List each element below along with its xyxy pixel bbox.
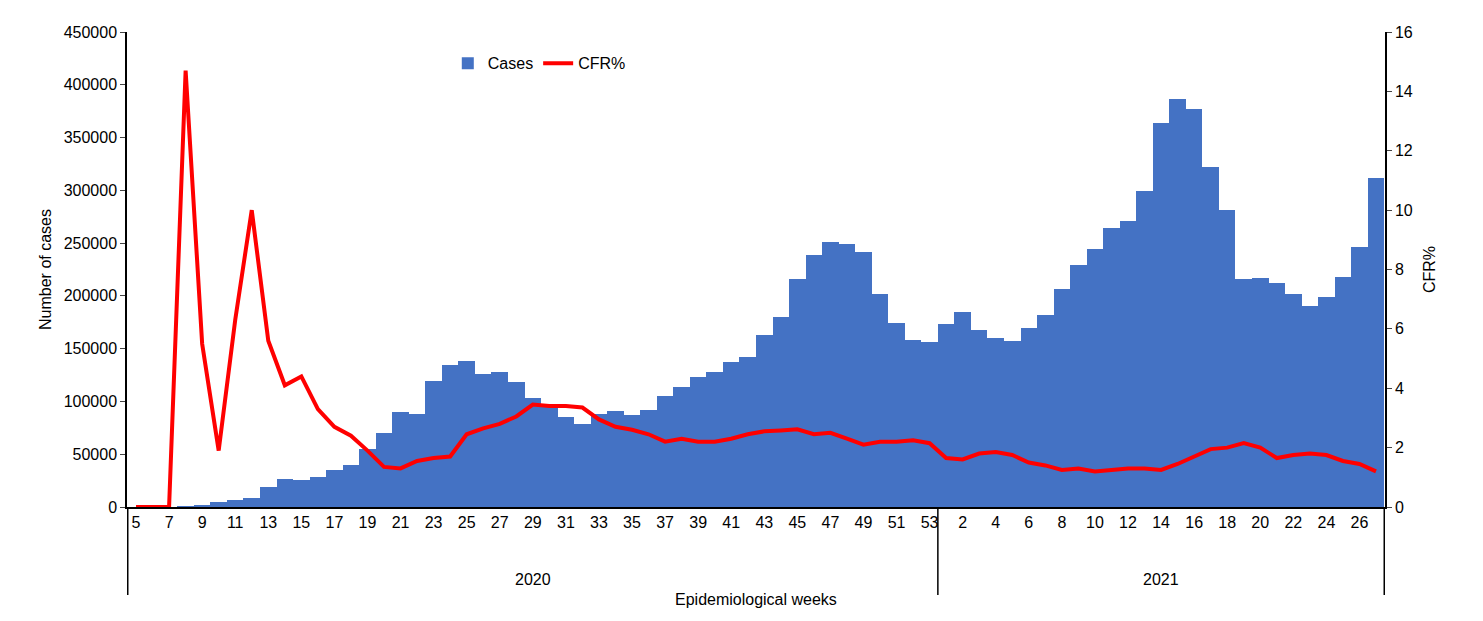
svg-text:Number of cases: Number of cases	[37, 209, 54, 330]
svg-text:8: 8	[1057, 514, 1066, 531]
svg-text:27: 27	[491, 514, 509, 531]
svg-text:9: 9	[198, 514, 207, 531]
svg-text:16: 16	[1395, 24, 1413, 41]
svg-text:0: 0	[108, 499, 117, 516]
svg-text:100000: 100000	[64, 393, 117, 410]
svg-text:350000: 350000	[64, 129, 117, 146]
svg-text:37: 37	[656, 514, 674, 531]
svg-text:2: 2	[958, 514, 967, 531]
svg-text:Cases: Cases	[488, 55, 533, 72]
svg-text:11: 11	[227, 514, 244, 531]
svg-text:450000: 450000	[64, 24, 117, 41]
svg-text:17: 17	[326, 514, 344, 531]
svg-text:14: 14	[1395, 83, 1413, 100]
svg-text:4: 4	[1395, 380, 1404, 397]
svg-text:0: 0	[1395, 499, 1404, 516]
svg-text:10: 10	[1395, 202, 1413, 219]
svg-text:300000: 300000	[64, 182, 117, 199]
svg-text:2: 2	[1395, 439, 1404, 456]
svg-text:2021: 2021	[1143, 571, 1179, 588]
svg-text:Epidemiological weeks: Epidemiological weeks	[675, 591, 837, 608]
svg-text:6: 6	[1024, 514, 1033, 531]
svg-text:15: 15	[292, 514, 310, 531]
svg-text:45: 45	[788, 514, 806, 531]
svg-text:13: 13	[259, 514, 277, 531]
svg-text:20: 20	[1251, 514, 1269, 531]
svg-text:22: 22	[1284, 514, 1302, 531]
svg-text:21: 21	[392, 514, 410, 531]
svg-text:CFR%: CFR%	[578, 55, 625, 72]
svg-text:12: 12	[1395, 142, 1413, 159]
svg-text:400000: 400000	[64, 76, 117, 93]
svg-text:31: 31	[557, 514, 575, 531]
svg-text:2020: 2020	[515, 571, 551, 588]
svg-text:14: 14	[1152, 514, 1170, 531]
svg-text:50000: 50000	[73, 446, 118, 463]
svg-text:25: 25	[458, 514, 476, 531]
svg-text:200000: 200000	[64, 287, 117, 304]
svg-text:24: 24	[1317, 514, 1335, 531]
svg-text:10: 10	[1086, 514, 1104, 531]
svg-text:16: 16	[1185, 514, 1203, 531]
svg-text:47: 47	[822, 514, 840, 531]
svg-text:CFR%: CFR%	[1421, 246, 1438, 293]
svg-text:12: 12	[1119, 514, 1137, 531]
svg-text:33: 33	[590, 514, 608, 531]
svg-text:49: 49	[855, 514, 873, 531]
svg-text:39: 39	[689, 514, 707, 531]
svg-text:250000: 250000	[64, 235, 117, 252]
svg-text:53: 53	[921, 514, 939, 531]
svg-text:7: 7	[165, 514, 174, 531]
svg-text:5: 5	[132, 514, 141, 531]
svg-text:29: 29	[524, 514, 542, 531]
svg-text:8: 8	[1395, 261, 1404, 278]
svg-text:51: 51	[888, 514, 906, 531]
svg-text:35: 35	[623, 514, 641, 531]
svg-text:6: 6	[1395, 320, 1404, 337]
svg-text:18: 18	[1218, 514, 1236, 531]
svg-text:150000: 150000	[64, 340, 117, 357]
svg-text:41: 41	[722, 514, 740, 531]
svg-text:43: 43	[755, 514, 773, 531]
svg-text:23: 23	[425, 514, 443, 531]
svg-text:26: 26	[1351, 514, 1369, 531]
svg-text:19: 19	[359, 514, 377, 531]
svg-text:4: 4	[991, 514, 1000, 531]
